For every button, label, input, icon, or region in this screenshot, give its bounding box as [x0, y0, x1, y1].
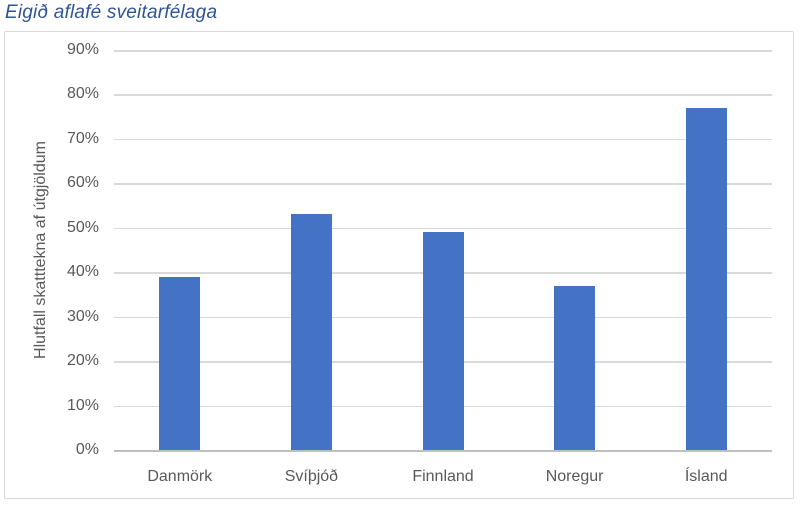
y-tick-label: 60%: [66, 174, 99, 192]
bar: [685, 107, 727, 450]
x-category-label: Noregur: [545, 468, 604, 485]
x-axis-line: [114, 450, 772, 452]
gridline: [114, 183, 772, 185]
y-tick-label: 20%: [66, 352, 99, 370]
y-tick-label: 10%: [66, 396, 99, 414]
y-tick-label: 50%: [66, 218, 99, 236]
y-tick-label: 70%: [66, 129, 99, 147]
gridline: [114, 138, 772, 141]
y-tick-label: 80%: [66, 85, 99, 103]
chart-title: Eigið aflafé sveitarfélaga: [5, 2, 218, 23]
bar: [554, 285, 596, 450]
y-tick-label: 40%: [66, 263, 99, 281]
chart-frame: Hlutfall skatttekna af útgjöldum 0% 10% 20…: [4, 31, 794, 499]
plot-area: [114, 50, 772, 452]
gridline: [114, 50, 772, 52]
x-category-label: Ísland: [684, 468, 728, 485]
x-category-label: Svíþjóð: [284, 468, 339, 485]
y-tick-label: 0%: [75, 441, 99, 458]
y-tick-label: 90%: [66, 41, 99, 58]
bar: [422, 232, 464, 450]
gridline: [114, 227, 772, 230]
bar: [290, 214, 332, 450]
gridline: [114, 94, 772, 96]
x-category-label: Danmörk: [147, 468, 213, 485]
y-tick-label: 30%: [66, 307, 99, 325]
x-category-label: Finnland: [412, 468, 474, 485]
bar: [159, 276, 201, 450]
